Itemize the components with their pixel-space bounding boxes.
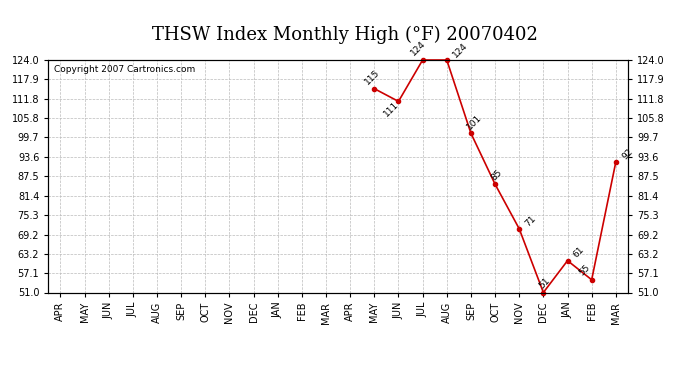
Text: 51: 51 [538, 276, 552, 290]
Text: 85: 85 [489, 168, 504, 182]
Text: 124: 124 [451, 41, 469, 59]
Text: 55: 55 [578, 263, 592, 278]
Text: Copyright 2007 Cartronics.com: Copyright 2007 Cartronics.com [54, 64, 195, 74]
Text: 61: 61 [572, 245, 586, 260]
Text: 111: 111 [382, 100, 400, 118]
Text: THSW Index Monthly High (°F) 20070402: THSW Index Monthly High (°F) 20070402 [152, 26, 538, 45]
Text: 124: 124 [408, 39, 427, 58]
Text: 92: 92 [620, 147, 634, 161]
Text: 101: 101 [465, 112, 484, 131]
Text: 71: 71 [524, 213, 538, 228]
Text: 115: 115 [363, 68, 382, 87]
